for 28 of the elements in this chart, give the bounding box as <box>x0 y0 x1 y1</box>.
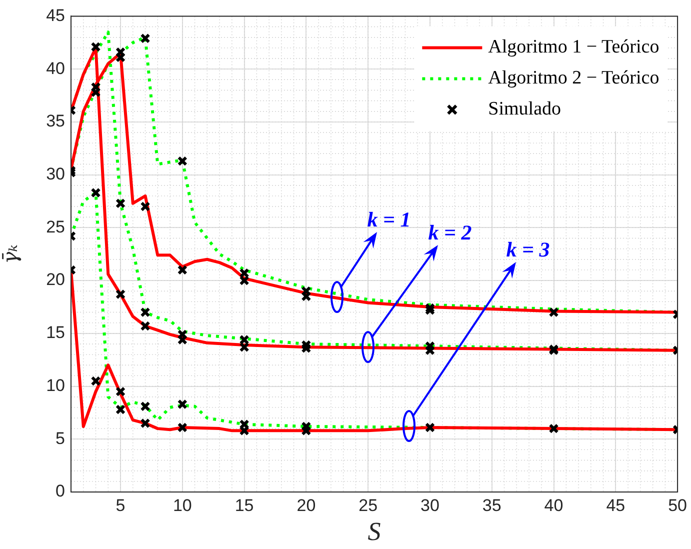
y-tick-label: 15 <box>46 323 65 342</box>
y-tick-label: 35 <box>46 112 65 131</box>
annotation: k = 3 <box>506 238 550 262</box>
annotation: k = 1 <box>367 208 411 232</box>
x-tick-label: 20 <box>296 496 316 515</box>
x-tick-label: 40 <box>544 496 564 515</box>
y-tick-label: 5 <box>56 428 65 448</box>
annotation: k = 2 <box>428 220 472 246</box>
x-tick-label: 15 <box>234 496 254 515</box>
y-tick-label: 40 <box>46 58 65 78</box>
y-tick-label: 0 <box>56 482 65 501</box>
x-tick-label: 30 <box>420 496 440 515</box>
x-tick-label: 5 <box>116 496 126 515</box>
x-tick-label: 50 <box>668 496 688 515</box>
y-tick-label: 45 <box>46 6 65 25</box>
y-tick-label: 30 <box>46 164 65 184</box>
x-tick-label: 25 <box>358 496 378 515</box>
x-tick-label: 10 <box>172 496 192 515</box>
legend-label: Algoritmo 2 − Teórico <box>488 68 660 89</box>
legend-label: Simulado <box>488 98 562 120</box>
x-tick-label: 35 <box>482 496 502 515</box>
y-tick-label: 25 <box>46 217 65 236</box>
x-tick-label: 45 <box>606 496 626 515</box>
x-axis-title: S <box>368 517 381 546</box>
legend-label: Algoritmo 1 − Teórico <box>488 36 660 58</box>
y-tick-label: 20 <box>46 270 65 290</box>
y-axis-title: γ̄ₖ <box>0 244 22 264</box>
y-tick-label: 10 <box>46 376 65 395</box>
